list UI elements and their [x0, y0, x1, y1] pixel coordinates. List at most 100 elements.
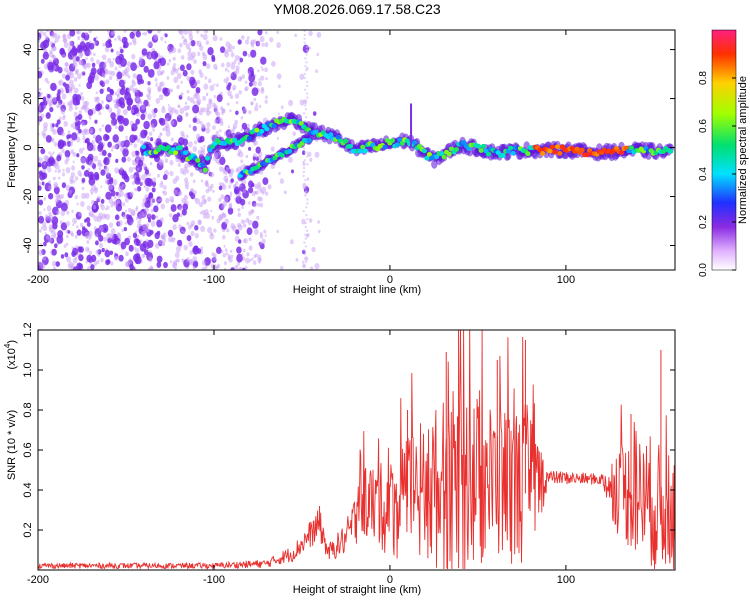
noise-speck: [146, 94, 149, 98]
noise-speck: [253, 228, 259, 235]
noise-speck: [57, 230, 64, 238]
noise-speck: [181, 55, 185, 60]
noise-speck: [43, 122, 48, 129]
noise-speck: [304, 261, 307, 264]
noise-speck: [140, 239, 143, 243]
noise-speck: [41, 130, 46, 136]
noise-speck: [131, 150, 137, 158]
noise-speck: [64, 67, 69, 73]
noise-speck: [66, 234, 69, 239]
noise-speck: [108, 222, 114, 228]
noise-speck: [303, 76, 306, 80]
noise-speck: [43, 208, 46, 211]
noise-speck: [80, 157, 86, 164]
noise-speck: [239, 183, 242, 187]
noise-speck: [86, 142, 94, 152]
track-core: [246, 135, 253, 141]
noise-speck: [245, 154, 249, 159]
noise-speck: [270, 146, 275, 152]
noise-speck: [189, 259, 194, 266]
noise-speck: [235, 181, 239, 186]
noise-speck: [51, 138, 55, 143]
noise-speck: [110, 148, 114, 152]
noise-speck: [38, 87, 42, 92]
noise-speck: [184, 38, 187, 43]
noise-speck: [251, 87, 259, 96]
noise-speck: [189, 172, 194, 177]
noise-speck: [146, 81, 150, 85]
noise-speck: [199, 211, 202, 215]
noise-speck: [131, 81, 136, 87]
noise-speck: [84, 31, 89, 36]
noise-speck: [170, 237, 176, 243]
noise-speck: [177, 67, 180, 71]
noise-speck: [224, 248, 228, 253]
noise-speck: [38, 36, 41, 41]
noise-speck: [53, 181, 58, 189]
noise-speck: [167, 104, 170, 107]
noise-speck: [226, 228, 230, 233]
noise-speck: [159, 197, 163, 202]
noise-speck: [237, 212, 241, 217]
noise-speck: [210, 209, 213, 213]
noise-speck: [201, 51, 206, 56]
noise-speck: [140, 140, 144, 145]
noise-speck: [230, 267, 235, 270]
noise-speck: [70, 149, 75, 154]
noise-speck: [161, 241, 165, 247]
noise-speck: [302, 210, 305, 213]
noise-speck: [52, 45, 57, 52]
noise-speck: [233, 71, 237, 75]
noise-speck: [46, 30, 50, 33]
noise-speck: [188, 241, 193, 247]
noise-speck: [71, 232, 74, 237]
noise-speck: [101, 247, 105, 253]
noise-speck: [119, 58, 127, 67]
noise-speck: [196, 98, 202, 105]
noise-speck: [39, 229, 42, 233]
noise-speck: [145, 239, 149, 243]
noise-speck: [304, 194, 307, 197]
noise-speck: [75, 99, 81, 106]
noise-speck: [128, 214, 132, 220]
noise-speck: [241, 74, 246, 79]
noise-speck: [182, 69, 188, 77]
noise-speck: [301, 260, 305, 264]
noise-speck: [50, 234, 54, 238]
noise-speck: [240, 159, 244, 164]
noise-speck: [305, 92, 309, 95]
noise-speck: [58, 103, 62, 108]
noise-speck: [52, 266, 57, 270]
noise-speck: [235, 229, 240, 235]
noise-speck: [102, 43, 106, 47]
noise-speck: [81, 165, 85, 170]
noise-speck: [85, 260, 88, 264]
noise-speck: [42, 100, 48, 107]
noise-speck: [192, 256, 197, 262]
noise-speck: [45, 135, 52, 143]
noise-speck: [196, 79, 201, 85]
noise-speck: [53, 162, 57, 168]
track-core: [579, 147, 585, 153]
noise-speck: [56, 92, 61, 98]
noise-speck: [95, 249, 100, 255]
noise-speck: [135, 239, 141, 247]
track-core: [389, 138, 395, 144]
noise-speck: [116, 199, 121, 205]
noise-speck: [63, 114, 66, 118]
noise-speck: [136, 96, 141, 102]
noise-speck: [63, 120, 68, 127]
noise-speck: [256, 202, 260, 207]
noise-speck: [212, 189, 215, 193]
snr-multiplier-exp: 4: [3, 343, 12, 348]
noise-speck: [78, 60, 81, 64]
noise-speck: [102, 54, 107, 60]
noise-speck: [101, 124, 104, 128]
noise-speck: [260, 88, 265, 94]
noise-speck: [91, 213, 95, 218]
noise-speck: [157, 58, 162, 64]
noise-speck: [104, 178, 109, 185]
noise-speck: [49, 100, 54, 106]
noise-speck: [206, 92, 209, 96]
noise-speck: [80, 106, 84, 111]
